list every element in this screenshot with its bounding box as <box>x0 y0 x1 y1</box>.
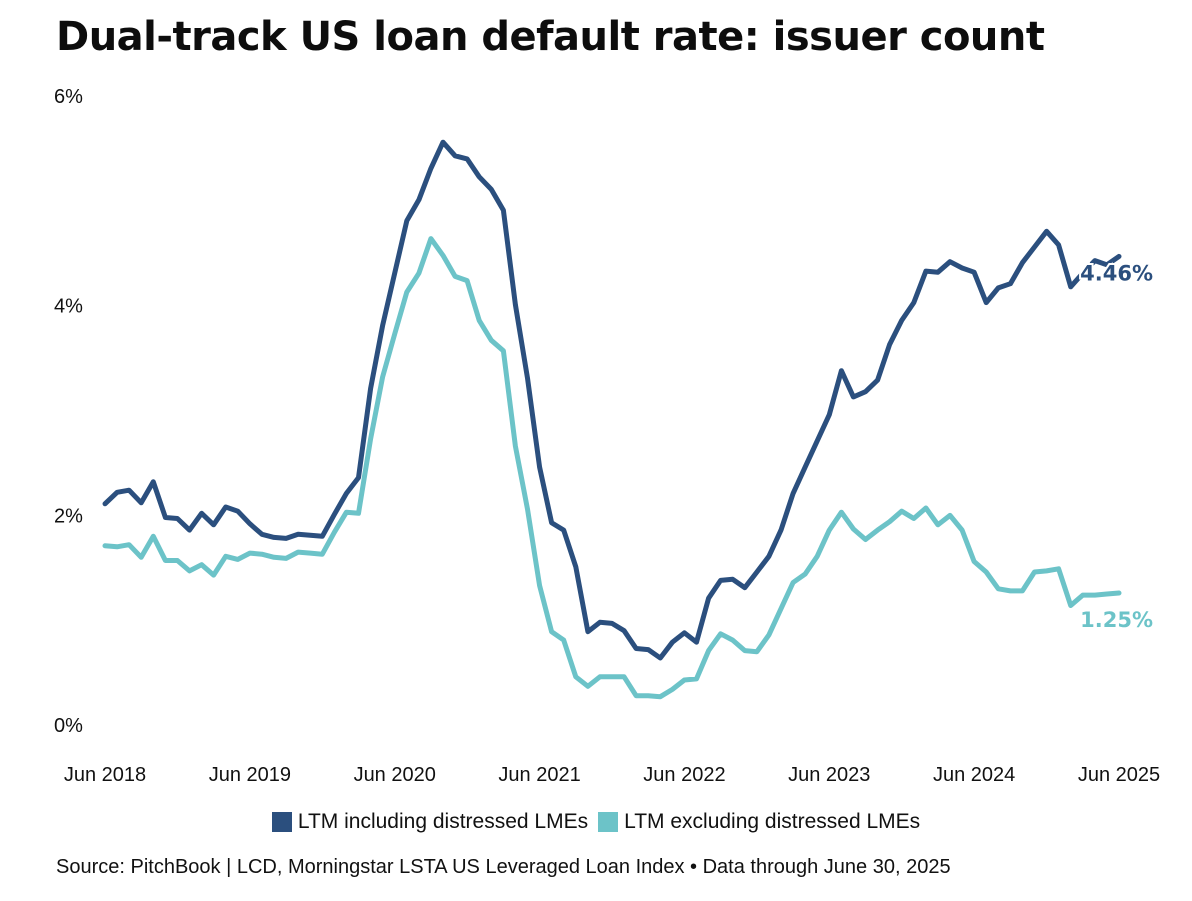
end-label-including: 4.46% <box>1080 261 1153 285</box>
series-line-including <box>102 139 1122 661</box>
series-end-labels: 4.46% 1.25% <box>1078 259 1155 634</box>
x-tick-label: Jun 2023 <box>788 764 870 786</box>
legend-label-including: LTM including distressed LMEs <box>297 810 589 833</box>
series-line-excluding <box>102 236 1122 700</box>
end-label-excluding: 1.25% <box>1080 608 1153 632</box>
y-tick-label: 6% <box>54 86 83 108</box>
x-tick-label: Jun 2025 <box>1078 764 1160 786</box>
line-chart: 0% 2% 4% 6% Jun 2018 Jun 2019 Jun 2020 Jun 202… <box>54 86 1160 786</box>
x-tick-label: Jun 2024 <box>933 764 1015 786</box>
y-tick-label: 4% <box>54 296 83 318</box>
x-tick-label: Jun 2018 <box>64 764 146 786</box>
legend: LTM including distressed LMEs LTM exclud… <box>0 810 1192 834</box>
x-axis-tick-labels: Jun 2018 Jun 2019 Jun 2020 Jun 2021 Jun 2022… <box>64 764 1160 786</box>
x-tick-label: Jun 2019 <box>209 764 291 786</box>
y-tick-label: 0% <box>54 715 83 737</box>
y-axis-tick-labels: 0% 2% 4% 6% <box>54 86 83 737</box>
legend-swatch-including <box>271 812 292 832</box>
source-note: Source: PitchBook | LCD, Morningstar LST… <box>56 856 951 878</box>
legend-label-excluding: LTM excluding distressed LMEs <box>624 810 921 833</box>
x-tick-label: Jun 2022 <box>643 764 725 786</box>
y-tick-label: 2% <box>54 505 83 527</box>
series-lines <box>102 139 1122 700</box>
legend-item-excluding: LTM excluding distressed LMEs <box>598 810 920 834</box>
x-tick-label: Jun 2021 <box>498 764 580 786</box>
legend-swatch-excluding <box>598 812 619 832</box>
legend-item-including: LTM including distressed LMEs <box>271 810 589 834</box>
x-tick-label: Jun 2020 <box>354 764 436 786</box>
chart-title: Dual-track US loan default rate: issuer … <box>56 14 1045 60</box>
